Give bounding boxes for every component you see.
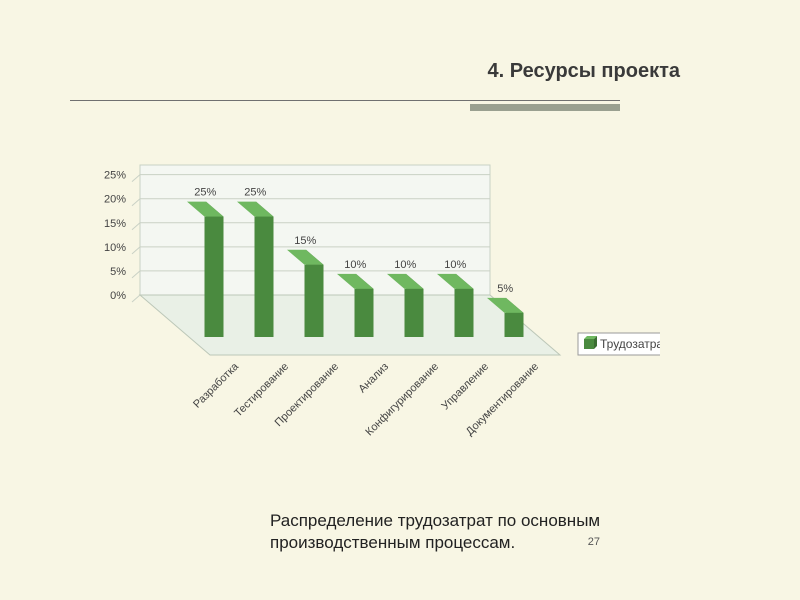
svg-text:25%: 25% <box>194 187 216 199</box>
svg-text:5%: 5% <box>110 266 126 278</box>
svg-text:15%: 15% <box>294 235 316 247</box>
svg-text:25%: 25% <box>104 170 126 182</box>
svg-text:5%: 5% <box>497 283 513 295</box>
svg-text:10%: 10% <box>344 259 366 271</box>
svg-text:10%: 10% <box>104 242 126 254</box>
svg-text:Управление: Управление <box>439 361 491 413</box>
svg-text:Разработка: Разработка <box>191 360 242 411</box>
svg-text:0%: 0% <box>110 290 126 302</box>
svg-text:25%: 25% <box>244 187 266 199</box>
svg-text:20%: 20% <box>104 194 126 206</box>
svg-text:10%: 10% <box>444 259 466 271</box>
page-title: 4. Ресурсы проекта <box>488 60 680 83</box>
svg-text:Анализ: Анализ <box>356 361 391 396</box>
effort-chart: 0%5%10%15%20%25%25%Разработка25%Тестиров… <box>80 150 660 470</box>
chart-svg: 0%5%10%15%20%25%25%Разработка25%Тестиров… <box>80 150 660 470</box>
svg-text:15%: 15% <box>104 218 126 230</box>
svg-text:10%: 10% <box>394 259 416 271</box>
svg-text:Трудозатраты: Трудозатраты <box>600 337 660 351</box>
chart-caption: Распределение трудозатрат по основным пр… <box>270 510 700 554</box>
divider-thin <box>70 100 620 101</box>
slide: 4. Ресурсы проекта 0% 5% 10% 15% 20% 25% 25% Ра… <box>0 0 800 600</box>
divider-thick <box>470 104 620 111</box>
page-number: 27 <box>588 536 600 548</box>
